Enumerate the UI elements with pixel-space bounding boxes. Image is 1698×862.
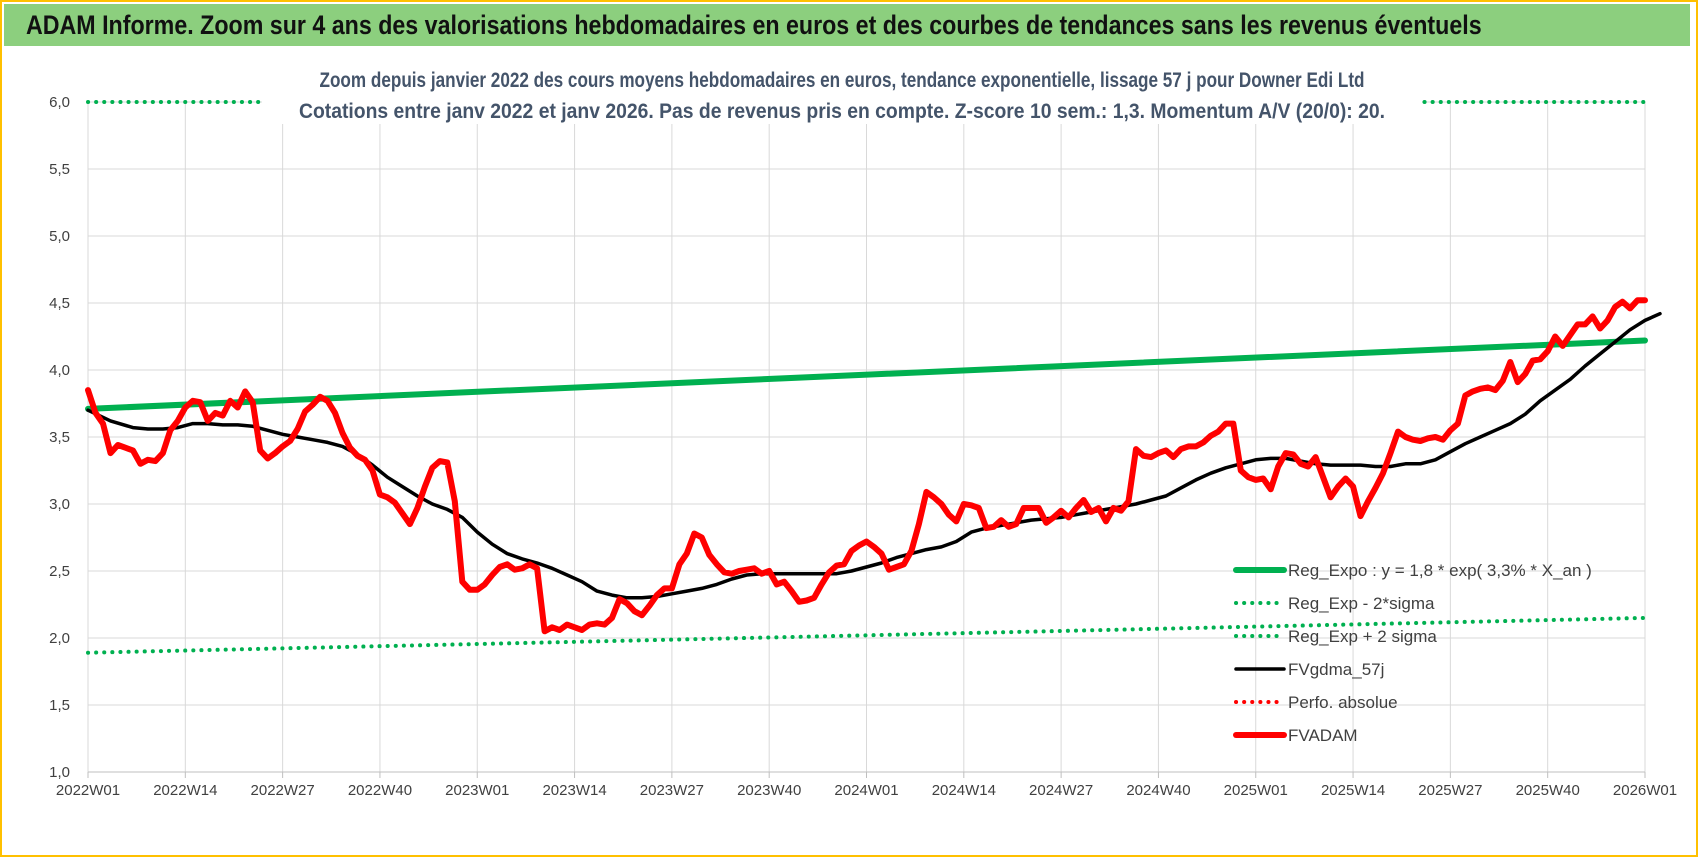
chart-title: Zoom depuis janvier 2022 des cours moyen…: [320, 69, 1365, 92]
x-tick-label: 2022W27: [251, 782, 315, 799]
subtitle-backdrop: [262, 60, 1422, 124]
series-line-1: [86, 615, 1647, 655]
grid-lines: [87, 101, 1646, 773]
x-tick-label: 2024W01: [834, 782, 898, 799]
x-tick-label: 2023W01: [445, 782, 509, 799]
series-line-0: [85, 337, 1648, 412]
y-tick-label: 2,5: [49, 563, 70, 580]
report-banner: ADAM Informe. Zoom sur 4 ans des valoris…: [4, 4, 1690, 46]
y-tick-label: 2,0: [49, 630, 70, 647]
x-tick-label: 2026W01: [1613, 782, 1677, 799]
y-tick-label: 3,0: [49, 496, 70, 513]
chart-subtitle: Cotations entre janv 2022 et janv 2026. …: [299, 100, 1385, 123]
legend-label: Reg_Expo : y = 1,8 * exp( 3,3% * X_an ): [1288, 561, 1592, 580]
x-tick-label: 2022W14: [153, 782, 217, 799]
x-tick-label: 2022W01: [56, 782, 120, 799]
x-tick-label: 2025W40: [1516, 782, 1580, 799]
series-line-3: [86, 311, 1662, 600]
x-tick-label: 2025W01: [1224, 782, 1288, 799]
y-tick-label: 6,0: [49, 94, 70, 111]
y-tick-label: 1,5: [49, 697, 70, 714]
y-tick-label: 1,0: [49, 764, 70, 781]
x-tick-label: 2024W27: [1029, 782, 1093, 799]
line-chart: 1,0 1,5 2,0 2,5 3,0 3,5 4,0 4,5 5,0 5,5 6,0 2022W01…: [49, 60, 1677, 799]
y-tick-label: 5,5: [49, 161, 70, 178]
legend-label: FVADAM: [1288, 726, 1358, 745]
legend-label: Reg_Exp + 2 sigma: [1288, 627, 1437, 646]
y-tick-label: 4,5: [49, 295, 70, 312]
y-tick-label: 5,0: [49, 228, 70, 245]
x-tick-label: 2023W40: [737, 782, 801, 799]
chart-area: 1,0 1,5 2,0 2,5 3,0 3,5 4,0 4,5 5,0 5,5 6,0 2022W01…: [0, 46, 1698, 857]
legend: Reg_Expo : y = 1,8 * exp( 3,3% * X_an ) R…: [1233, 561, 1592, 745]
legend-label: FVgdma_57j: [1288, 660, 1384, 679]
legend-label: Perfo. absolue: [1288, 693, 1398, 712]
axes: 1,0 1,5 2,0 2,5 3,0 3,5 4,0 4,5 5,0 5,5 6,0 2022W01…: [49, 94, 1677, 799]
x-tick-label: 2023W27: [640, 782, 704, 799]
report-title: ADAM Informe. Zoom sur 4 ans des valoris…: [26, 10, 1482, 40]
x-tick-label: 2025W27: [1418, 782, 1482, 799]
y-tick-label: 4,0: [49, 362, 70, 379]
x-tick-label: 2025W14: [1321, 782, 1385, 799]
x-tick-label: 2023W14: [542, 782, 606, 799]
x-tick-label: 2024W14: [932, 782, 996, 799]
legend-label: Reg_Exp - 2*sigma: [1288, 594, 1435, 613]
x-tick-label: 2024W40: [1126, 782, 1190, 799]
series-line-5: [85, 297, 1648, 635]
y-tick-label: 3,5: [49, 429, 70, 446]
x-tick-label: 2022W40: [348, 782, 412, 799]
